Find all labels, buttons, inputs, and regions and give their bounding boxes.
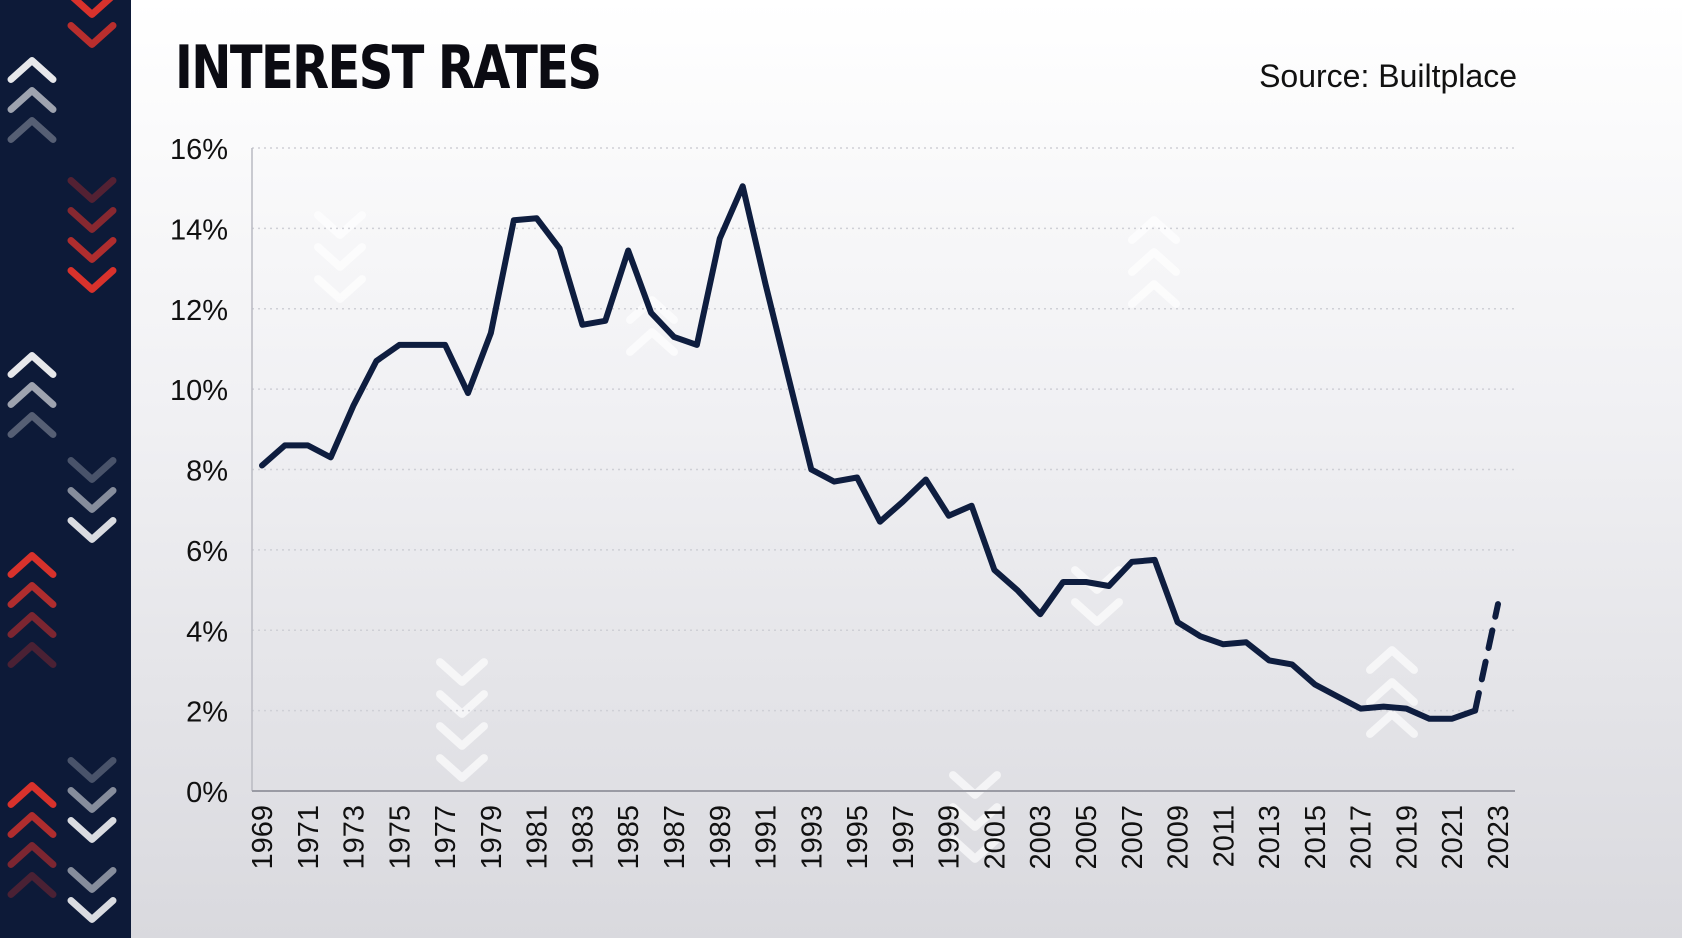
chevron-up-icon xyxy=(7,352,57,378)
chevron-up-icon xyxy=(1128,216,1180,244)
x-tick-label: 1983 xyxy=(567,805,599,870)
chevron-up-icon xyxy=(7,642,57,668)
y-tick-label: 0% xyxy=(186,777,228,809)
chevron-down-icon xyxy=(67,207,117,233)
y-tick-label: 14% xyxy=(170,214,228,246)
y-tick-label: 12% xyxy=(170,295,228,327)
x-axis-ticks: 1969 1971 1973 1975 1977 1979 1981 1983 1985 1987… xyxy=(247,805,1515,870)
chevron-down-icon xyxy=(67,517,117,543)
y-axis-ticks: 0% 2% 4% 6% 8% 10% 12% 14% 16% xyxy=(170,134,228,809)
chevron-down-icon xyxy=(70,0,114,18)
chevron-up-icon xyxy=(7,612,57,638)
x-tick-label: 1999 xyxy=(934,805,966,870)
chevron-down-icon xyxy=(436,690,488,718)
chevron-up-icon xyxy=(626,328,678,356)
x-tick-label: 1973 xyxy=(339,805,371,870)
y-tick-label: 16% xyxy=(170,134,228,166)
chevron-down-icon xyxy=(949,835,1001,863)
chevron-up-icon xyxy=(7,842,57,868)
x-tick-label: 1997 xyxy=(888,805,920,870)
x-tick-label: 1979 xyxy=(476,805,508,870)
chevron-up-icon xyxy=(1366,710,1418,738)
chevron-down-icon xyxy=(314,243,366,271)
x-tick-label: 1977 xyxy=(430,805,462,870)
chevron-down-icon xyxy=(67,177,117,203)
chevron-up-icon xyxy=(7,87,57,113)
chevron-up-icon xyxy=(7,812,57,838)
chevron-down-icon xyxy=(1071,566,1123,594)
series-line-projection xyxy=(1472,601,1501,714)
chevron-up-icon xyxy=(7,412,57,438)
x-tick-label: 2001 xyxy=(979,805,1011,870)
x-tick-label: 2021 xyxy=(1437,805,1469,870)
y-tick-label: 4% xyxy=(186,616,228,648)
x-tick-label: 1981 xyxy=(522,805,554,870)
x-tick-label: 2005 xyxy=(1071,805,1103,870)
x-tick-label: 1995 xyxy=(842,805,874,870)
chevron-down-icon xyxy=(314,275,366,303)
series-line-history xyxy=(259,183,1479,722)
x-tick-label: 2017 xyxy=(1346,805,1378,870)
chevron-up-icon xyxy=(1128,248,1180,276)
x-tick-label: 1985 xyxy=(613,805,645,870)
chevron-up-icon xyxy=(1366,678,1418,706)
x-tick-label: 1971 xyxy=(293,805,325,870)
chevron-down-icon xyxy=(436,722,488,750)
chevron-down-icon xyxy=(67,457,117,483)
chevron-down-icon xyxy=(67,817,117,843)
x-tick-label: 2007 xyxy=(1117,805,1149,870)
chevron-up-icon xyxy=(7,872,57,898)
chevron-down-icon xyxy=(949,803,1001,831)
chevron-down-icon xyxy=(436,658,488,686)
chevron-down-icon xyxy=(436,754,488,782)
chevron-up-icon xyxy=(7,582,57,608)
x-tick-label: 2011 xyxy=(1208,805,1240,867)
chevron-up-icon xyxy=(626,296,678,324)
source-label: Source: Builtplace xyxy=(1259,58,1517,94)
x-tick-label: 2023 xyxy=(1483,805,1515,870)
x-tick-label: 2015 xyxy=(1300,805,1332,870)
x-tick-label: 1993 xyxy=(796,805,828,870)
chevron-down-icon xyxy=(67,867,117,893)
chevron-up-icon xyxy=(1128,280,1180,308)
y-tick-label: 8% xyxy=(186,456,228,488)
chevron-down-icon xyxy=(314,211,366,239)
chevron-up-icon xyxy=(7,57,57,83)
x-tick-label: 1987 xyxy=(659,805,691,870)
chevron-down-icon xyxy=(67,22,117,48)
x-tick-label: 1991 xyxy=(751,805,783,870)
x-tick-label: 2013 xyxy=(1254,805,1286,870)
chevron-down-icon xyxy=(67,787,117,813)
chevron-up-icon xyxy=(7,552,57,578)
chevron-down-icon xyxy=(949,771,1001,799)
chevron-up-icon xyxy=(1366,646,1418,674)
chevron-up-icon xyxy=(7,382,57,408)
y-tick-label: 2% xyxy=(186,697,228,729)
x-tick-label: 1969 xyxy=(247,805,279,870)
chevron-down-icon xyxy=(67,267,117,293)
x-tick-label: 2019 xyxy=(1391,805,1423,870)
gridlines xyxy=(252,147,1515,712)
chart-title: INTEREST RATES xyxy=(175,33,602,103)
chevron-down-icon xyxy=(67,757,117,783)
chevron-down-icon xyxy=(67,487,117,513)
y-tick-label: 10% xyxy=(170,375,228,407)
chevron-up-icon xyxy=(7,782,57,808)
x-tick-label: 2009 xyxy=(1163,805,1195,870)
chevron-down-icon xyxy=(1071,598,1123,626)
side-chevron-pattern xyxy=(7,0,117,923)
chevron-down-icon xyxy=(67,897,117,923)
chevron-down-icon xyxy=(67,237,117,263)
series-lines xyxy=(259,183,1501,722)
chevron-up-icon xyxy=(7,117,57,143)
side-decoration-panel xyxy=(0,0,131,938)
x-tick-label: 2003 xyxy=(1025,805,1057,870)
x-tick-label: 1989 xyxy=(705,805,737,870)
x-tick-label: 1975 xyxy=(384,805,416,870)
y-tick-label: 6% xyxy=(186,536,228,568)
